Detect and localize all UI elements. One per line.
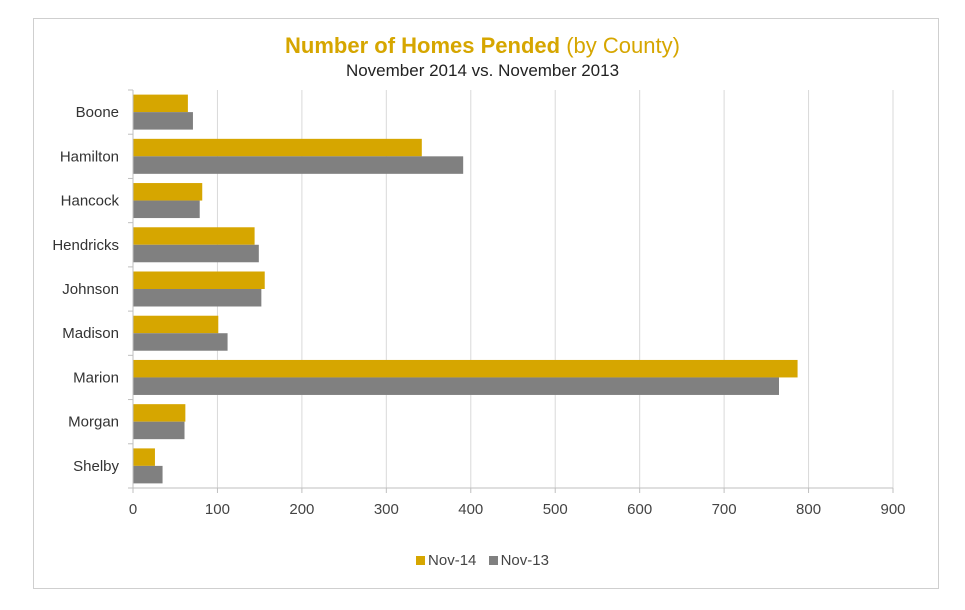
bar-hancock-nov-13 <box>133 200 200 219</box>
y-tick-label-madison: Madison <box>62 325 119 342</box>
x-tick-label-800: 800 <box>796 501 821 518</box>
x-tick-label-200: 200 <box>289 501 314 518</box>
chart-legend: Nov-14 Nov-13 <box>0 552 965 569</box>
bar-boone-nov-13 <box>133 112 193 130</box>
y-tick-label-hendricks: Hendricks <box>52 237 119 254</box>
x-tick-label-0: 0 <box>129 501 137 518</box>
legend-label-nov-13: Nov-13 <box>500 552 549 569</box>
legend-item-nov-13: Nov-13 <box>488 552 549 569</box>
chart-title-suffix: (by County) <box>566 33 680 58</box>
bar-hendricks-nov-13 <box>133 244 259 263</box>
y-tick-label-hancock: Hancock <box>61 193 120 210</box>
x-tick-label-900: 900 <box>880 501 905 518</box>
bar-johnson-nov-14 <box>133 271 265 289</box>
y-tick-label-morgan: Morgan <box>68 414 119 431</box>
bar-hamilton-nov-13 <box>133 156 464 174</box>
legend-item-nov-14: Nov-14 <box>416 552 476 569</box>
x-tick-label-600: 600 <box>627 501 652 518</box>
bar-marion-nov-14 <box>133 359 798 378</box>
x-tick-label-500: 500 <box>543 501 568 518</box>
bar-hendricks-nov-14 <box>133 227 255 245</box>
bar-marion-nov-13 <box>133 377 779 395</box>
y-tick-label-marion: Marion <box>73 369 119 386</box>
bar-shelby-nov-14 <box>133 448 155 466</box>
bar-shelby-nov-13 <box>133 465 163 484</box>
bar-morgan-nov-13 <box>133 421 185 440</box>
bar-madison-nov-14 <box>133 315 219 334</box>
y-tick-label-johnson: Johnson <box>62 281 119 298</box>
x-tick-label-300: 300 <box>374 501 399 518</box>
legend-swatch-nov-14 <box>416 556 426 565</box>
bar-johnson-nov-13 <box>133 289 262 307</box>
y-tick-label-shelby: Shelby <box>73 458 119 475</box>
bar-morgan-nov-14 <box>133 404 186 422</box>
x-tick-label-700: 700 <box>712 501 737 518</box>
legend-label-nov-14: Nov-14 <box>428 552 477 569</box>
legend-swatch-nov-13 <box>488 556 498 565</box>
bar-hamilton-nov-14 <box>133 138 422 157</box>
y-tick-label-boone: Boone <box>76 104 119 121</box>
chart-subtitle: November 2014 vs. November 2013 <box>345 61 620 80</box>
x-tick-label-100: 100 <box>205 501 230 518</box>
chart-title-main: Number of Homes Pended <box>285 33 561 58</box>
bar-boone-nov-14 <box>133 94 188 113</box>
chart-title: Number of Homes Pended (by County) <box>0 33 965 59</box>
x-tick-label-400: 400 <box>458 501 483 518</box>
y-tick-label-hamilton: Hamilton <box>60 148 119 165</box>
bar-hancock-nov-14 <box>133 183 203 201</box>
bar-madison-nov-13 <box>133 333 228 351</box>
